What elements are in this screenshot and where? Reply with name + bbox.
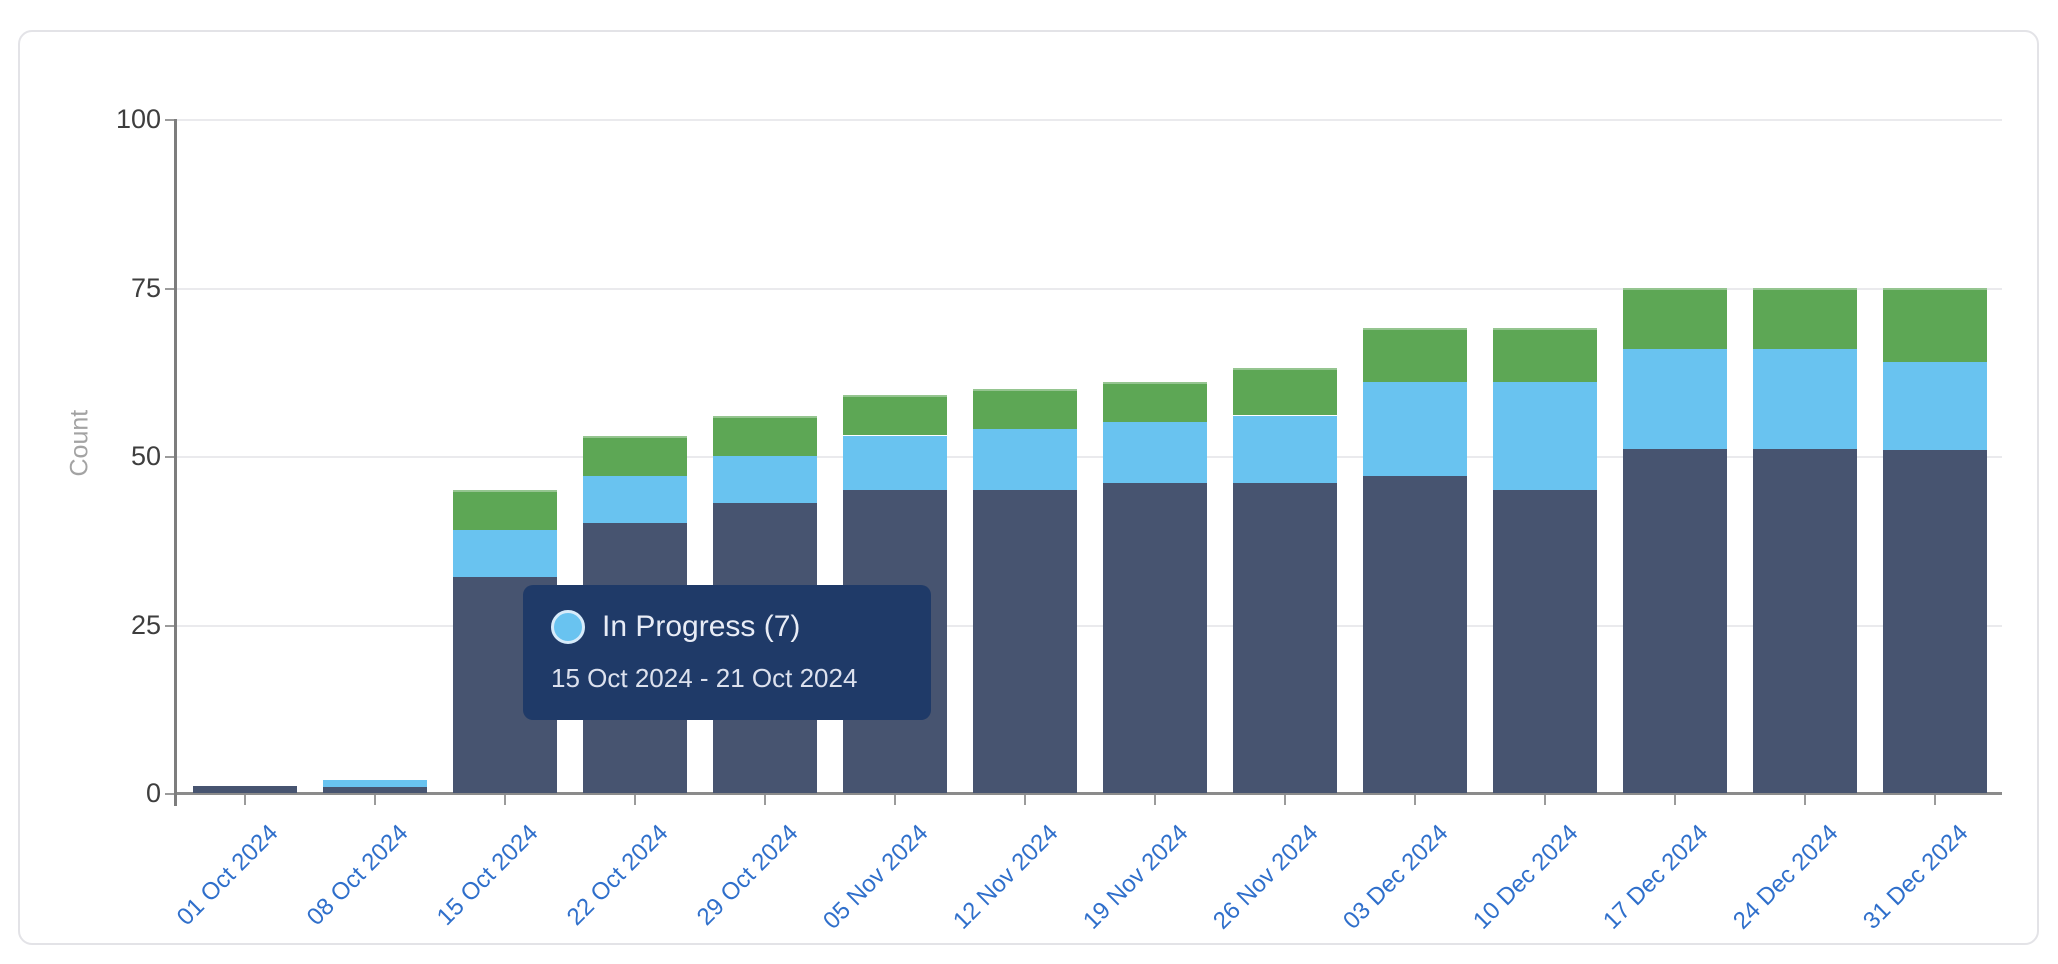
x-axis-label-14: 31 Dec 2024 (1858, 819, 1974, 935)
y-tick-50 (165, 456, 177, 458)
bar-segment-17-Dec-2024-s2[interactable] (1623, 288, 1727, 349)
x-axis-label-3: 15 Oct 2024 (431, 819, 544, 931)
x-axis-label-13: 24 Dec 2024 (1728, 819, 1844, 935)
x-axis-label-6: 05 Nov 2024 (818, 819, 934, 935)
bar-segment-05-Nov-2024-s1[interactable] (843, 436, 947, 490)
bar-segment-05-Nov-2024-s2[interactable] (843, 395, 947, 435)
x-axis-label-1: 01 Oct 2024 (171, 819, 284, 931)
y-tick-label-50: 50 (130, 441, 161, 471)
y-axis-line (174, 119, 177, 806)
y-tick-label-25: 25 (130, 610, 161, 640)
bar-segment-29-Oct-2024-s2[interactable] (713, 416, 817, 456)
y-tick-label-75: 75 (130, 273, 161, 303)
bar-segment-15-Oct-2024-s2[interactable] (453, 490, 557, 530)
series-marker-icon (551, 610, 585, 644)
bar-segment-22-Oct-2024-s2[interactable] (583, 436, 687, 476)
bar-segment-29-Oct-2024-s1[interactable] (713, 456, 817, 503)
x-tick-11 (1544, 795, 1546, 805)
bar-segment-31-Dec-2024-s0[interactable] (1883, 449, 1987, 793)
x-axis-label-5: 29 Oct 2024 (691, 819, 804, 931)
y-tick-75 (165, 288, 177, 290)
bar-segment-31-Dec-2024-s1[interactable] (1883, 362, 1987, 450)
x-axis-label-10: 03 Dec 2024 (1338, 819, 1454, 935)
tooltip-date-range: 15 Oct 2024 - 21 Oct 2024 (551, 663, 858, 693)
x-tick-2 (374, 795, 376, 805)
y-tick-label-0: 0 (145, 778, 161, 808)
bar-segment-26-Nov-2024-s1[interactable] (1233, 416, 1337, 483)
gridline-100 (177, 119, 2002, 121)
x-tick-12 (1674, 795, 1676, 805)
bar-segment-12-Nov-2024-s0[interactable] (973, 490, 1077, 793)
bar-segment-17-Dec-2024-s0[interactable] (1623, 449, 1727, 793)
x-axis-label-8: 19 Nov 2024 (1078, 819, 1194, 935)
x-tick-4 (634, 795, 636, 805)
x-axis-label-4: 22 Oct 2024 (561, 819, 674, 931)
bar-segment-24-Dec-2024-s2[interactable] (1753, 288, 1857, 349)
bar-segment-03-Dec-2024-s0[interactable] (1363, 476, 1467, 793)
x-tick-14 (1934, 795, 1936, 805)
x-axis-label-9: 26 Nov 2024 (1208, 819, 1324, 935)
bar-segment-10-Dec-2024-s2[interactable] (1493, 328, 1597, 382)
bar-segment-24-Dec-2024-s1[interactable] (1753, 348, 1857, 449)
gridline-50 (177, 456, 2002, 458)
x-tick-13 (1804, 795, 1806, 805)
y-tick-label-100: 100 (115, 104, 161, 134)
bar-segment-31-Dec-2024-s2[interactable] (1883, 288, 1987, 362)
bar-segment-26-Nov-2024-s0[interactable] (1233, 483, 1337, 793)
x-tick-3 (504, 795, 506, 805)
x-axis-label-11: 10 Dec 2024 (1468, 819, 1584, 935)
x-tick-6 (894, 795, 896, 805)
x-tick-8 (1154, 795, 1156, 805)
bar-segment-19-Nov-2024-s1[interactable] (1103, 422, 1207, 483)
x-axis-label-2: 08 Oct 2024 (301, 819, 414, 931)
bar-segment-10-Dec-2024-s0[interactable] (1493, 490, 1597, 793)
bar-segment-17-Dec-2024-s1[interactable] (1623, 348, 1727, 449)
x-tick-5 (764, 795, 766, 805)
x-axis-label-12: 17 Dec 2024 (1598, 819, 1714, 935)
bar-segment-10-Dec-2024-s1[interactable] (1493, 382, 1597, 490)
bar-segment-08-Oct-2024-s1[interactable] (323, 780, 427, 787)
bar-segment-22-Oct-2024-s1[interactable] (583, 476, 687, 523)
x-axis-label-7: 12 Nov 2024 (948, 819, 1064, 935)
bar-segment-26-Nov-2024-s2[interactable] (1233, 368, 1337, 415)
tooltip-title: In Progress (7) (602, 610, 801, 643)
y-tick-25 (165, 625, 177, 627)
bar-segment-15-Oct-2024-s1[interactable] (453, 530, 557, 577)
tooltip-series-row: In Progress (7) (551, 610, 903, 644)
bar-segment-03-Dec-2024-s1[interactable] (1363, 382, 1467, 476)
bar-segment-03-Dec-2024-s2[interactable] (1363, 328, 1467, 382)
x-tick-10 (1414, 795, 1416, 805)
bar-segment-01-Oct-2024-s0[interactable] (193, 786, 297, 793)
bar-segment-19-Nov-2024-s2[interactable] (1103, 382, 1207, 422)
x-tick-9 (1284, 795, 1286, 805)
bar-segment-19-Nov-2024-s0[interactable] (1103, 483, 1207, 793)
gridline-75 (177, 288, 2002, 290)
y-tick-100 (165, 119, 177, 121)
bar-segment-12-Nov-2024-s2[interactable] (973, 389, 1077, 429)
x-tick-7 (1024, 795, 1026, 805)
x-tick-1 (244, 795, 246, 805)
gridline-0 (177, 792, 2002, 795)
tooltip: In Progress (7) 15 Oct 2024 - 21 Oct 202… (523, 585, 931, 720)
bar-segment-08-Oct-2024-s0[interactable] (323, 786, 427, 793)
bar-segment-24-Dec-2024-s0[interactable] (1753, 449, 1857, 793)
gridline-25 (177, 625, 2002, 627)
y-tick-0 (165, 793, 177, 795)
bar-segment-12-Nov-2024-s1[interactable] (973, 429, 1077, 490)
